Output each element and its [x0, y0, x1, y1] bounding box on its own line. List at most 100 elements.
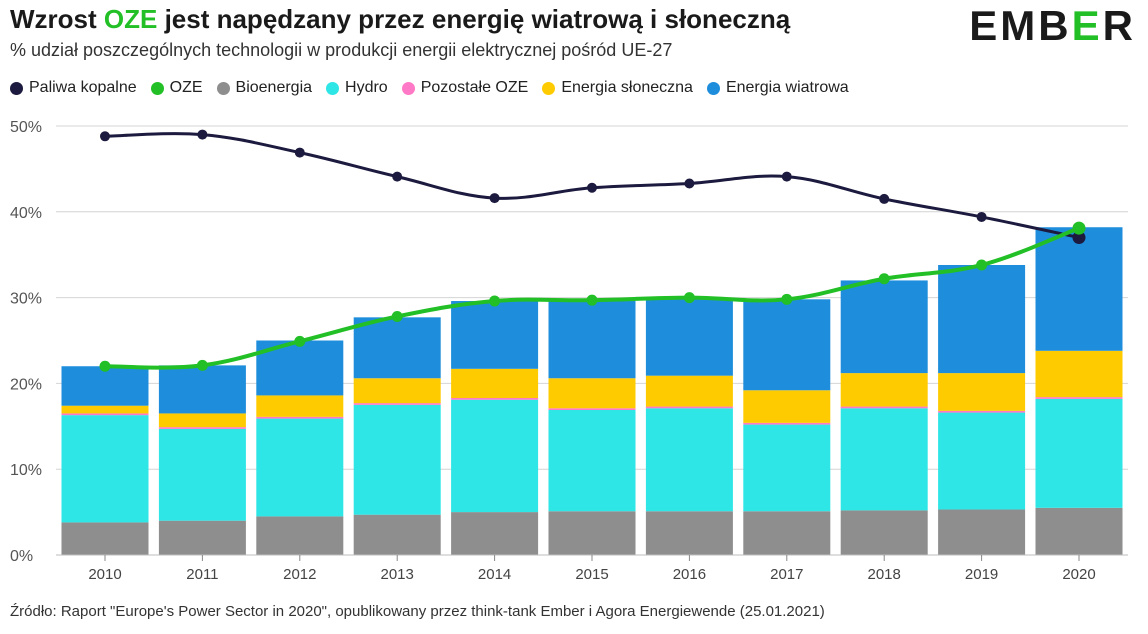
bar-segment: [158, 365, 246, 414]
x-tick-label: 2019: [965, 566, 998, 583]
bar-segment: [61, 405, 149, 414]
y-tick-label: 40%: [10, 205, 42, 222]
bar-segment: [645, 406, 733, 409]
bar-segment: [1035, 398, 1123, 508]
bar-segment: [256, 516, 344, 555]
y-tick-label: 20%: [10, 376, 42, 393]
bar-segment: [938, 264, 1026, 374]
renewables-point: [1072, 221, 1086, 235]
bar-segment: [548, 409, 636, 512]
x-tick-label: 2012: [283, 566, 316, 583]
renewables-point: [976, 259, 988, 271]
logo-left: EMB: [969, 2, 1072, 49]
x-tick-label: 2014: [478, 566, 511, 583]
bar-segment: [743, 511, 831, 555]
legend-item: Energia słoneczna: [542, 79, 693, 97]
y-tick-label: 50%: [10, 119, 42, 136]
bar-segment: [938, 412, 1026, 510]
bar-segment: [645, 375, 733, 407]
x-tick-label: 2015: [575, 566, 608, 583]
bar-segment: [840, 510, 928, 555]
bar-segment: [353, 514, 441, 555]
chart-title: Wzrost OZE jest napędzany przez energię …: [10, 4, 790, 35]
legend-label: Energia słoneczna: [561, 79, 693, 96]
fossil-point: [1072, 231, 1086, 245]
bar-segment: [256, 418, 344, 517]
bar-segment: [158, 520, 246, 555]
renewables-point: [781, 293, 793, 305]
renewables-point: [586, 294, 598, 306]
renewables-point: [683, 292, 695, 304]
legend-item: Hydro: [326, 79, 388, 97]
fossil-point: [976, 211, 987, 222]
title-prefix: Wzrost: [10, 4, 104, 34]
bar-segment: [840, 406, 928, 409]
bar-segment: [158, 428, 246, 521]
bar-segment: [840, 408, 928, 511]
source-note: Źródło: Raport "Europe's Power Sector in…: [10, 603, 825, 620]
bar-segment: [353, 403, 441, 405]
legend-label: Bioenergia: [235, 79, 313, 96]
legend-swatch: [326, 81, 340, 95]
bar-segment: [353, 404, 441, 515]
bar-segment: [1035, 507, 1123, 555]
bar-segment: [451, 368, 539, 398]
x-tick-label: 2013: [381, 566, 414, 583]
bar-segment: [840, 373, 928, 407]
renewables-point: [878, 273, 890, 285]
legend-label: Hydro: [345, 79, 388, 96]
bar-segment: [645, 511, 733, 555]
fossil-point: [392, 171, 403, 182]
logo-mid: E: [1071, 2, 1103, 49]
bar-segment: [61, 522, 149, 555]
ember-logo: EMBER: [969, 2, 1136, 50]
legend-item: Bioenergia: [216, 79, 313, 97]
bar-segment: [645, 299, 733, 376]
bar-segment: [1035, 350, 1123, 398]
title-highlight: OZE: [103, 4, 158, 34]
bar-segment: [353, 317, 441, 379]
bar-segment: [548, 378, 636, 409]
bar-segment: [158, 427, 246, 429]
bar-segment: [451, 512, 539, 555]
bar-segment: [645, 408, 733, 512]
bar-segment: [1035, 227, 1123, 351]
legend-swatch: [150, 81, 164, 95]
bar-segment: [451, 399, 539, 513]
bar-segment: [840, 280, 928, 374]
bar-segment: [61, 415, 149, 523]
legend-swatch: [542, 81, 556, 95]
y-tick-label: 30%: [10, 291, 42, 308]
x-tick-label: 2016: [673, 566, 706, 583]
legend: Paliwa kopalne OZE Bioenergia Hydro Pozo…: [10, 79, 863, 97]
legend-item: Energia wiatrowa: [706, 79, 849, 97]
renewables-point: [391, 310, 403, 322]
renewables-point: [196, 359, 208, 371]
bar-segment: [256, 416, 344, 419]
renewables-point: [294, 335, 306, 347]
fossil-point: [684, 178, 695, 189]
x-tick-label: 2018: [868, 566, 901, 583]
legend-swatch: [216, 81, 230, 95]
fossil-point: [100, 131, 110, 142]
fossil-point: [197, 129, 208, 140]
bar-segment: [548, 511, 636, 555]
y-tick-label: 0%: [10, 548, 33, 565]
chart-subtitle: % udział poszczególnych technologii w pr…: [10, 40, 673, 60]
legend-label: OZE: [169, 79, 203, 96]
bar-segment: [743, 422, 831, 425]
x-tick-label: 2017: [770, 566, 803, 583]
fossil-point: [879, 193, 890, 204]
legend-swatch: [10, 81, 23, 95]
bar-segment: [743, 424, 831, 512]
bar-segment: [61, 366, 149, 406]
bar-segment: [743, 390, 831, 423]
bar-segment: [548, 408, 636, 410]
bar-segment: [353, 378, 441, 404]
renewables-point: [489, 295, 501, 307]
legend-swatch: [401, 81, 415, 95]
y-tick-label: 10%: [10, 462, 42, 479]
bar-segment: [1035, 397, 1123, 399]
legend-swatch: [706, 81, 720, 95]
